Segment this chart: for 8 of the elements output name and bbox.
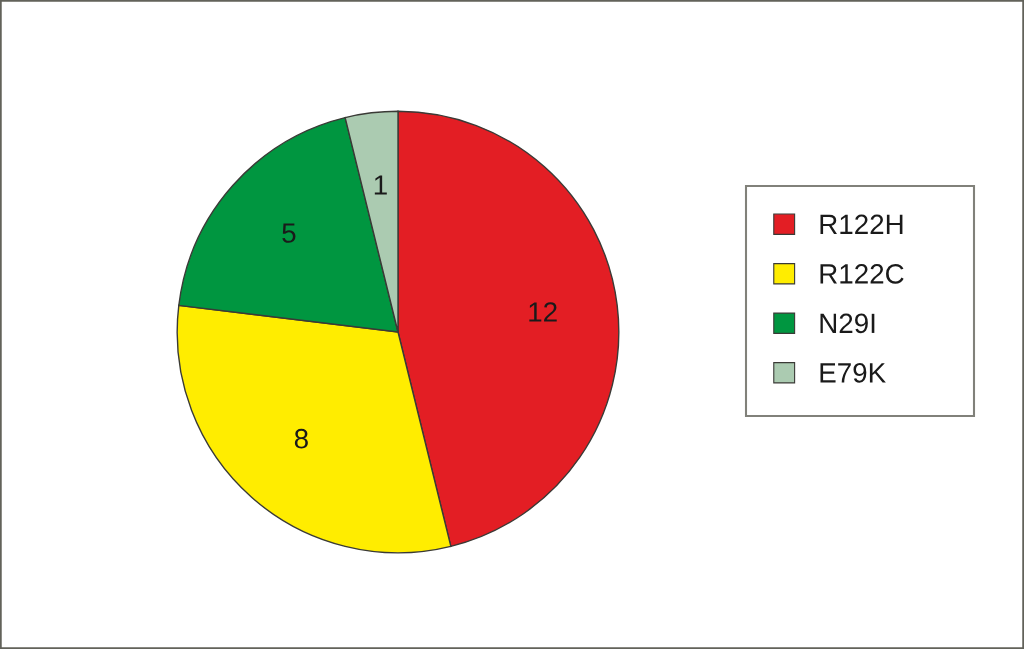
legend-label: E79K xyxy=(820,363,886,383)
legend-label: R122H xyxy=(820,214,903,234)
legend-label: N29I xyxy=(820,313,875,334)
data-label: 5 xyxy=(282,223,296,243)
data-label: 8 xyxy=(294,428,308,449)
legend-label: R122C xyxy=(820,264,904,284)
data-label: 1 xyxy=(374,175,387,195)
data-label: 12 xyxy=(529,302,557,322)
